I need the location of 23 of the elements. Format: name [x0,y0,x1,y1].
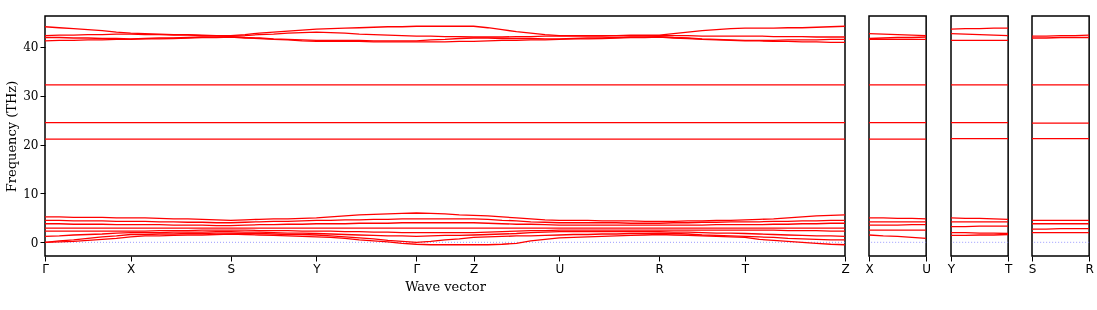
x-tick-label: X [127,261,136,276]
x-tick-label: Γ [413,261,421,276]
x-tick-label: U [555,261,565,276]
x-tick-label: Γ [42,261,50,276]
x-tick-label: X [865,261,874,276]
x-axis-title: Wave vector [405,278,487,294]
y-tick-label: 40 [23,40,39,55]
y-tick-label: 0 [30,235,39,250]
x-tick-label: T [1003,261,1013,276]
x-tick-label: Z [841,261,850,276]
x-tick-label: Y [946,261,956,276]
x-tick-label: T [740,261,750,276]
x-tick-label: R [1085,261,1094,276]
x-tick-label: U [922,261,932,276]
x-tick-label: R [655,261,664,276]
x-tick-label: S [227,261,236,276]
y-tick-label: 30 [23,89,39,104]
y-axis-title: Frequency (THz) [4,80,20,193]
x-tick-label: Z [469,261,479,276]
y-tick-label: 10 [23,186,39,201]
x-tick-label: Y [312,261,322,276]
y-tick-label: 20 [23,138,39,153]
x-tick-label: S [1028,261,1037,276]
